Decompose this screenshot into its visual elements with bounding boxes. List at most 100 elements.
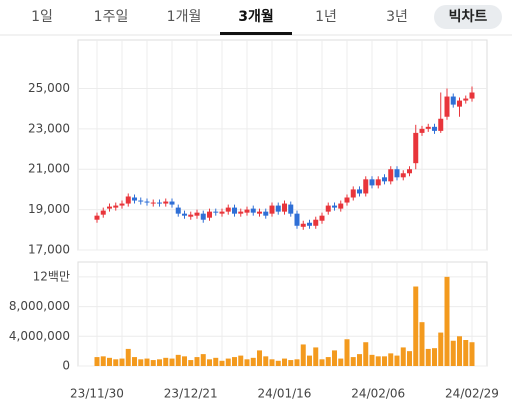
candle-body xyxy=(219,211,225,214)
candle-body xyxy=(275,205,281,212)
tab[interactable]: 1개월 xyxy=(167,9,202,25)
volume-bar xyxy=(425,348,431,366)
volume-bar xyxy=(244,359,250,366)
candle-body xyxy=(363,179,369,194)
volume-bar xyxy=(294,359,300,366)
candle-body xyxy=(432,126,437,131)
x-tick-label: 23/11/30 xyxy=(70,387,124,401)
volume-bar xyxy=(325,357,331,366)
candle-body xyxy=(444,96,450,117)
y-tick-label: 4,000,000 xyxy=(9,329,70,343)
volume-bar xyxy=(413,286,419,366)
candle-body xyxy=(375,179,381,186)
volume-bar xyxy=(407,351,412,366)
volume-bar xyxy=(119,358,125,366)
candle-body xyxy=(238,211,244,214)
candle-body xyxy=(157,202,162,204)
volume-bar xyxy=(188,360,194,366)
candle-body xyxy=(232,207,237,214)
candle-body xyxy=(138,200,144,202)
volume-bar xyxy=(350,357,356,366)
x-tick-label: 24/02/29 xyxy=(445,387,499,401)
candle-body xyxy=(132,197,137,201)
volume-bar xyxy=(344,339,350,366)
candle-body xyxy=(382,177,387,182)
candle-body xyxy=(225,207,231,212)
price-plot xyxy=(77,39,488,251)
candle-body xyxy=(313,219,319,226)
volume-bar xyxy=(163,357,169,366)
candle-body xyxy=(369,179,375,186)
big-chart-button[interactable]: 빅차트 xyxy=(449,8,488,25)
volume-bar xyxy=(319,359,325,366)
candle-body xyxy=(325,205,331,212)
y-tick-label: 25,000 xyxy=(28,81,70,95)
y-tick-label: 12백만 xyxy=(33,269,70,283)
volume-bar xyxy=(150,360,156,366)
volume-bar xyxy=(238,355,244,366)
volume-bar xyxy=(175,354,181,366)
candle-body xyxy=(125,196,131,204)
candle-body xyxy=(338,203,344,209)
volume-bar xyxy=(225,358,231,366)
tab[interactable]: 1주일 xyxy=(94,9,129,25)
candle-body xyxy=(294,213,300,226)
candle-body xyxy=(469,92,475,99)
candle-body xyxy=(175,207,181,214)
volume-bar xyxy=(100,356,106,366)
tab[interactable]: 1일 xyxy=(31,9,53,25)
candle-body xyxy=(250,208,256,213)
active-underline xyxy=(220,32,292,35)
candle-body xyxy=(269,205,275,214)
candle-body xyxy=(425,126,431,129)
candle-body xyxy=(207,211,212,218)
candle-body xyxy=(144,201,150,203)
volume-bar xyxy=(469,342,475,366)
y-tick-label: 17,000 xyxy=(28,243,70,257)
candle-body xyxy=(257,211,262,214)
button-bg[interactable] xyxy=(434,5,502,29)
candle-body xyxy=(163,201,169,204)
candle-body xyxy=(344,197,350,203)
volume-bar xyxy=(138,359,144,366)
candle-body xyxy=(94,215,100,220)
volume-bar xyxy=(169,358,175,366)
candle-body xyxy=(388,169,394,182)
volume-bar xyxy=(375,356,381,366)
candle-body xyxy=(438,118,444,131)
candle-body xyxy=(300,223,306,227)
candle-body xyxy=(282,203,287,212)
volume-bar xyxy=(307,355,312,366)
volume-bar xyxy=(419,322,425,366)
candle-body xyxy=(288,204,294,214)
volume-bar xyxy=(288,360,294,366)
candle-body xyxy=(413,132,419,164)
tab[interactable]: 3년 xyxy=(386,9,408,25)
candle-body xyxy=(200,213,206,220)
candle-body xyxy=(319,215,325,221)
candle-body xyxy=(350,189,356,198)
candle-body xyxy=(263,211,269,216)
candle-body xyxy=(450,96,456,105)
y-tick-label: 19,000 xyxy=(28,202,70,216)
y-tick-label: 23,000 xyxy=(28,121,70,135)
volume-bar xyxy=(332,350,337,366)
volume-bar xyxy=(157,359,162,366)
tab[interactable]: 1년 xyxy=(315,9,337,25)
x-tick-label: 24/01/16 xyxy=(258,387,312,401)
volume-bar xyxy=(300,344,306,366)
candle-body xyxy=(244,209,250,213)
volume-bar xyxy=(132,357,137,366)
volume-bar xyxy=(200,354,206,366)
volume-bar xyxy=(357,354,362,366)
candle-body xyxy=(394,169,400,178)
candle-body xyxy=(182,213,187,216)
y-tick-label: 21,000 xyxy=(28,162,70,176)
candle-body xyxy=(113,205,119,208)
volume-bar xyxy=(275,360,281,366)
tab[interactable]: 3개월 xyxy=(238,8,274,25)
candle-body xyxy=(107,206,112,209)
candle-body xyxy=(100,210,106,215)
candle-body xyxy=(150,202,156,204)
